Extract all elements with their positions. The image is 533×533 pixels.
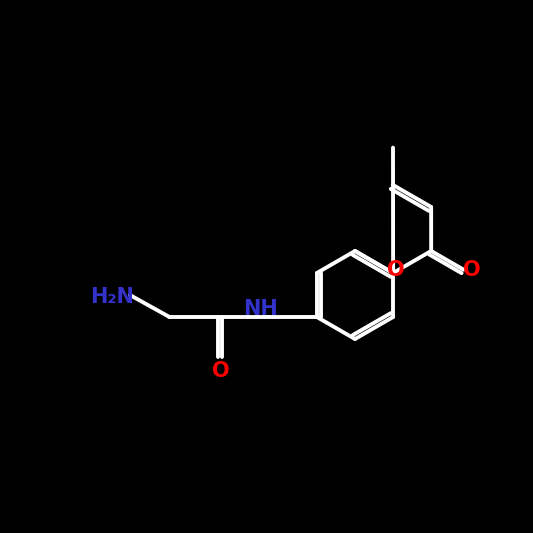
Text: O: O [387, 260, 405, 280]
Text: H₂N: H₂N [90, 287, 134, 307]
Text: O: O [463, 260, 480, 280]
Text: O: O [212, 361, 230, 381]
Text: NH: NH [243, 299, 278, 319]
